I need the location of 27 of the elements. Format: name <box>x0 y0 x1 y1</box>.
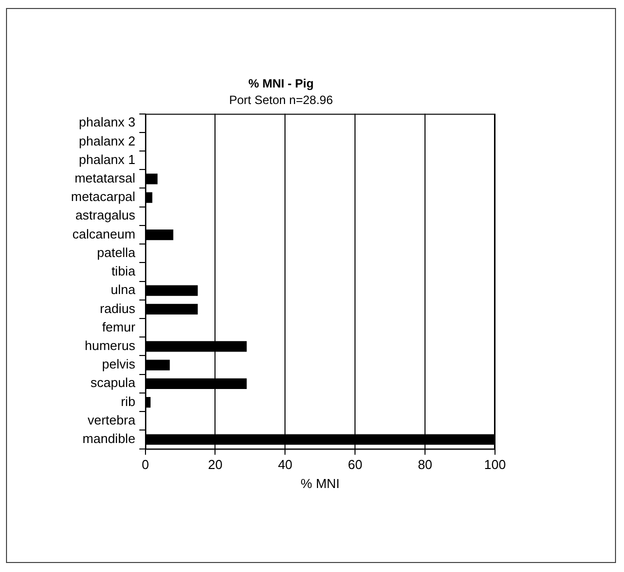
y-tick-label: patella <box>96 244 136 260</box>
x-tick-label: 0 <box>142 457 149 472</box>
y-tick-label: vertebra <box>88 412 136 428</box>
x-tick-label: 20 <box>208 457 222 472</box>
y-tick-label: rib <box>120 394 136 409</box>
x-tick-label: 100 <box>484 457 506 472</box>
y-tick-label: phalanx 2 <box>78 133 136 148</box>
x-tick-label: 40 <box>278 457 292 472</box>
x-tick-label: 80 <box>418 457 432 472</box>
y-tick-label: metatarsal <box>74 170 136 186</box>
y-tick-label: ulna <box>110 282 136 298</box>
y-tick-label: phalanx 3 <box>78 114 136 130</box>
x-tick-label: 60 <box>348 457 362 472</box>
x-axis-title: % MNI <box>300 476 340 491</box>
y-tick-label: humerus <box>84 338 136 354</box>
chart-subtitle: Port Seton n=28.96 <box>229 92 334 107</box>
y-tick-label: astragalus <box>75 208 136 223</box>
y-tick-label: femur <box>102 319 136 334</box>
y-tick-label: metacarpal <box>70 189 136 204</box>
y-tick-label: phalanx 1 <box>78 152 136 167</box>
y-tick-label: scapula <box>90 375 136 390</box>
y-tick-label: calcaneum <box>72 226 136 242</box>
y-tick-label: tibia <box>111 264 136 279</box>
y-tick-label: radius <box>100 300 136 316</box>
y-tick-label: mandible <box>82 431 136 446</box>
chart-title: % MNI - Pig <box>248 76 314 91</box>
y-tick-label: pelvis <box>102 356 136 372</box>
